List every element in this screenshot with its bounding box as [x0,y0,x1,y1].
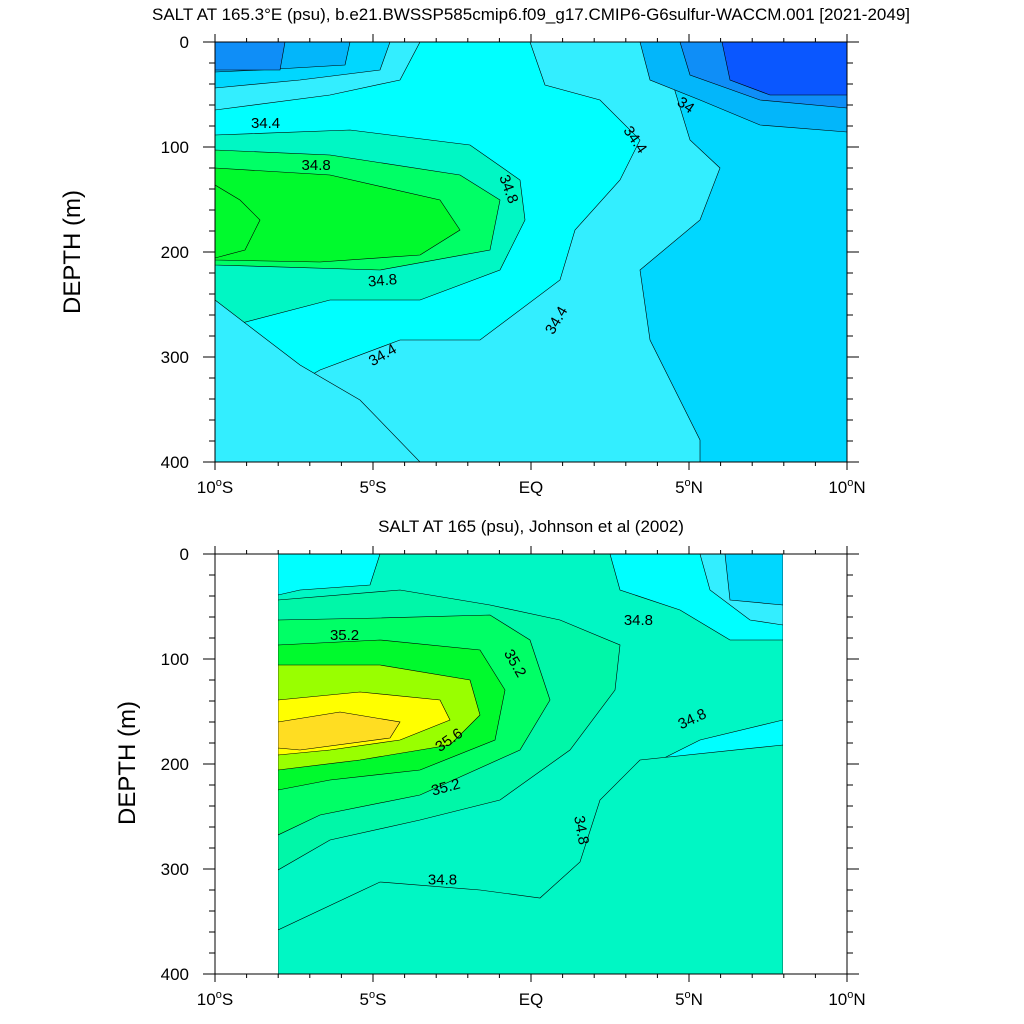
bottom-x-tick-label: 5oS [360,989,387,1009]
bot-fill-deep [278,744,783,974]
bottom-panel: SALT AT 165 (psu), Johnson et al (2002) … [114,517,866,1009]
bottom-x-tick-label: 10oS [197,989,233,1009]
bottom-y-tick-label: 400 [161,965,189,984]
top-axes: 10oS 5oS EQ 5oN 10oN 0 100 200 300 400 [161,33,866,497]
top-y-tick-label: 400 [161,453,189,472]
top-contour-label: 34 [674,94,697,117]
bottom-y-tick-label: 100 [161,650,189,669]
bottom-x-tick-label: 10oN [828,989,865,1009]
top-x-tick-label: EQ [519,478,544,497]
bot-fill-left-surface [278,554,381,596]
top-contour-label: 34.8 [367,271,398,290]
bottom-contour-label: 34.8 [570,814,592,846]
top-panel: SALT AT 165.3°E (psu), b.e21.BWSSP585cmi… [59,5,910,497]
bottom-contour-label: 35.2 [330,627,359,644]
top-y-tick-label: 100 [161,138,189,157]
top-fill-deep-left [215,299,421,462]
bottom-contour-labels: 35.235.235.635.234.834.834.834.8 [330,612,709,888]
top-x-tick-label: 10oS [197,477,233,497]
bot-fill-right-upper-c [724,554,783,606]
bottom-x-tick-label: 5oN [675,989,703,1009]
bottom-contour-label: 34.8 [428,872,457,889]
bottom-y-axis-label: DEPTH (m) [114,701,141,825]
top-y-axis-label: DEPTH (m) [59,190,86,314]
top-x-tick-label: 10oN [828,477,865,497]
bottom-axes: 10oS 5oS EQ 5oN 10oN 0 100 200 300 400 [161,545,866,1009]
top-contour-label: 34.4 [251,115,280,132]
bottom-contour-label: 35.2 [430,776,463,800]
bot-fill-core-6 [278,711,401,751]
top-fill-right-lower [639,42,847,462]
top-y-tick-label: 300 [161,348,189,367]
top-fill-right-core [721,42,847,96]
bottom-contour-label: 34.8 [624,612,653,629]
bottom-y-tick-label: 200 [161,755,189,774]
top-x-tick-label: 5oS [360,477,387,497]
top-fill-core-max [215,184,261,259]
top-chart-title: SALT AT 165.3°E (psu), b.e21.BWSSP585cmi… [152,5,910,24]
top-y-tick-label: 200 [161,243,189,262]
bottom-chart-title: SALT AT 165 (psu), Johnson et al (2002) [378,517,684,536]
bottom-contour-fill [278,554,783,974]
top-fill-core-inner [215,167,461,263]
top-contour-fill [215,42,847,462]
top-x-tick-label: 5oN [675,477,703,497]
bottom-y-tick-label: 300 [161,860,189,879]
bottom-x-tick-label: EQ [519,990,544,1009]
bottom-y-tick-label: 0 [180,545,189,564]
top-fill-left-upper-d [215,42,286,71]
top-contour-label: 34.8 [302,157,331,174]
top-y-tick-label: 0 [180,33,189,52]
